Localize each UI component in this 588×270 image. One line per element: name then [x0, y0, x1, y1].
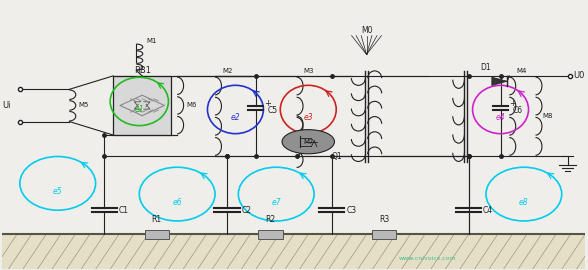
- Text: Ui: Ui: [2, 101, 11, 110]
- Text: M2: M2: [222, 68, 232, 73]
- Text: +: +: [264, 99, 271, 108]
- Text: R3: R3: [379, 215, 389, 224]
- Text: e6: e6: [172, 198, 182, 207]
- Text: C3: C3: [346, 206, 356, 215]
- Text: M7: M7: [303, 139, 314, 145]
- Bar: [258, 230, 283, 239]
- Text: RB1: RB1: [133, 66, 151, 75]
- Text: C4: C4: [483, 206, 493, 215]
- Text: e5: e5: [53, 187, 62, 196]
- Text: C6: C6: [512, 106, 522, 115]
- Text: M8: M8: [543, 113, 553, 119]
- Text: e2: e2: [230, 113, 240, 122]
- Text: C1: C1: [119, 206, 129, 215]
- Text: +: +: [509, 99, 516, 108]
- Text: R1: R1: [152, 215, 162, 224]
- Text: M4: M4: [516, 68, 527, 73]
- Text: e4: e4: [496, 113, 505, 122]
- Text: e3: e3: [303, 113, 313, 122]
- Text: M5: M5: [78, 102, 88, 109]
- Text: e8: e8: [519, 198, 529, 207]
- Text: e1: e1: [135, 105, 144, 114]
- Bar: [372, 230, 396, 239]
- Text: www.cnlvoics.com: www.cnlvoics.com: [399, 256, 456, 261]
- Text: M1: M1: [147, 38, 158, 44]
- Bar: [2, 234, 585, 269]
- Text: D1: D1: [480, 63, 492, 72]
- Text: R2: R2: [265, 215, 275, 224]
- Bar: [113, 76, 171, 135]
- Polygon shape: [492, 77, 507, 85]
- Bar: [145, 230, 169, 239]
- Text: M3: M3: [303, 68, 314, 73]
- Text: M6: M6: [186, 102, 196, 109]
- Text: e7: e7: [272, 198, 281, 207]
- Text: Q1: Q1: [332, 152, 342, 161]
- Circle shape: [282, 130, 335, 154]
- Text: U0: U0: [573, 71, 584, 80]
- Text: C2: C2: [241, 206, 251, 215]
- Text: M0: M0: [361, 26, 372, 35]
- Text: C5: C5: [268, 106, 278, 115]
